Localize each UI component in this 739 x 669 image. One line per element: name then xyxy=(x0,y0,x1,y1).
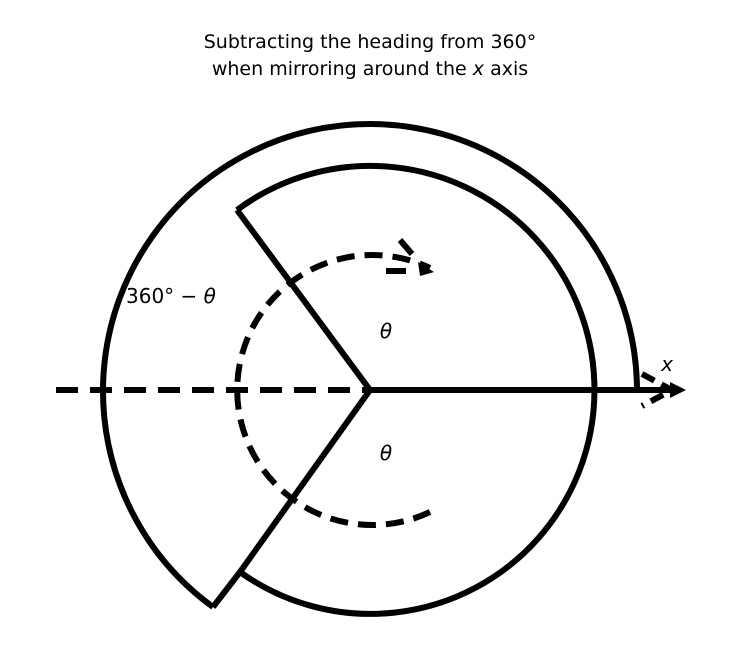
title-line-2: when mirroring around the x axis xyxy=(212,58,528,80)
theta-upper-label: θ xyxy=(380,319,392,343)
complement-angle-var: θ xyxy=(204,284,216,308)
dashed-arc-arrow-stroke-1 xyxy=(397,238,415,256)
lower-ray xyxy=(237,388,373,574)
outer-sector-360-minus-theta xyxy=(100,121,641,610)
complement-angle-label: 360° − θ xyxy=(126,284,216,308)
x-axis-arrow-chevron xyxy=(640,371,679,409)
title-line-2-prefix: when mirroring around the xyxy=(212,58,473,80)
dashed-angle-arc xyxy=(234,252,432,528)
outer-sector-closing-edge xyxy=(210,570,243,609)
complement-angle-prefix: 360° − xyxy=(126,284,204,308)
title-line-2-suffix: axis xyxy=(484,58,528,80)
title-line-2-var: x xyxy=(472,58,485,80)
title-line-1: Subtracting the heading from 360° xyxy=(204,31,536,53)
inner-sector xyxy=(235,162,598,617)
theta-lower-label: θ xyxy=(380,441,392,465)
x-axis-label: x xyxy=(660,352,673,376)
upper-ray xyxy=(234,208,373,392)
dashed-arc-arrowhead xyxy=(418,262,434,276)
